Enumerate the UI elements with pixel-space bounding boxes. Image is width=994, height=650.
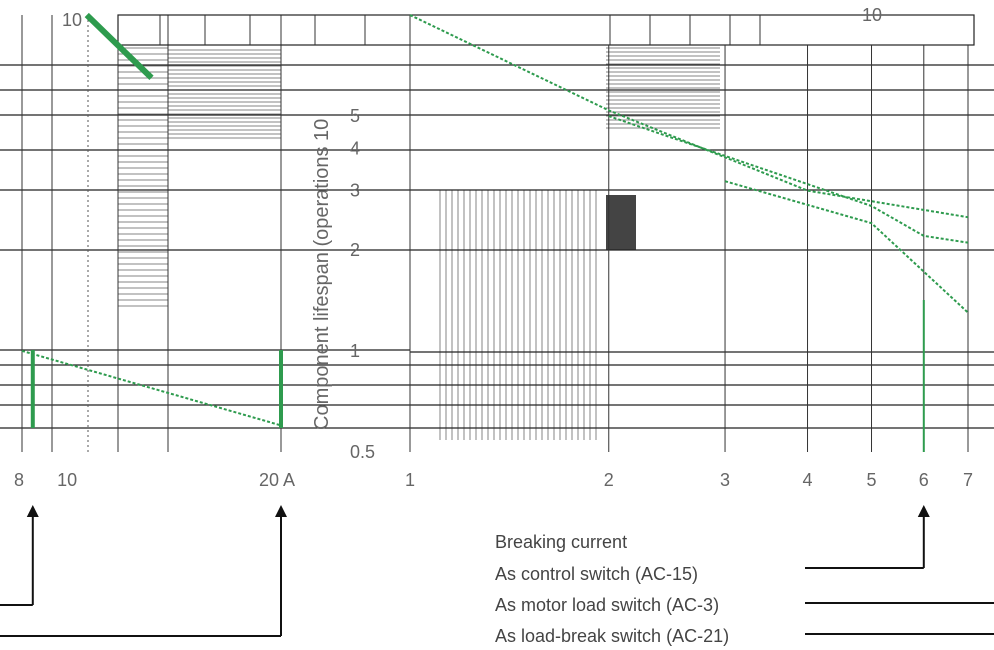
right-series-line (724, 180, 969, 314)
right-y-tick-label: 2 (350, 240, 360, 260)
right-series-line (608, 115, 969, 244)
right-x-tick-label: 6 (919, 470, 929, 490)
y-axis-label: Component lifespan (operations 10 (311, 119, 333, 430)
right-y-tick-label: 0.5 (350, 442, 375, 462)
right-y-tick-label: 4 (350, 139, 360, 159)
left-x-tick-label: 20 A (259, 470, 295, 490)
left-panel-top-tick: 10 (62, 10, 82, 30)
legend-item-ac3: As motor load switch (AC-3) (495, 595, 719, 615)
right-y-tick-label: 1 (350, 341, 360, 361)
left-panel-grid (0, 14, 975, 452)
arrow-ac21-left-head (275, 505, 287, 517)
right-x-tick-label: 5 (867, 470, 877, 490)
right-y-tick-label: 3 (350, 181, 360, 201)
right-panel-x-ticks: 1 2 3 4 5 6 7 (405, 470, 973, 490)
left-x-tick-label: 10 (57, 470, 77, 490)
legend-title: Breaking current (495, 532, 627, 552)
left-panel-background (118, 47, 281, 307)
arrow-ac15-left-head (26, 505, 39, 517)
right-dark-block (606, 195, 636, 250)
right-panel-y-ticks: 0.5 1 2 3 4 5 10 (350, 5, 882, 462)
arrow-ac15-right-head (917, 505, 930, 517)
right-panel-series (409, 14, 969, 452)
left-series-line (84, 12, 154, 80)
right-x-tick-label: 3 (720, 470, 730, 490)
right-y-tick-label: 5 (350, 106, 360, 126)
left-panel-x-ticks: 8 10 20 A (14, 470, 295, 490)
legend-arrows (0, 505, 994, 637)
right-y-tick-label: 10 (862, 5, 882, 25)
legend-item-ac21: As load-break switch (AC-21) (495, 626, 729, 646)
left-series-line (21, 349, 282, 427)
right-panel-grid (409, 45, 994, 452)
right-x-tick-label: 7 (963, 470, 973, 490)
legend-item-ac15: As control switch (AC-15) (495, 564, 698, 584)
right-x-tick-label: 4 (803, 470, 813, 490)
left-x-tick-label: 8 (14, 470, 24, 490)
legend: Breaking current As control switch (AC-1… (495, 532, 729, 646)
right-x-tick-label: 2 (604, 470, 614, 490)
right-x-tick-label: 1 (405, 470, 415, 490)
top-frame (117, 14, 975, 46)
right-panel-background (439, 47, 720, 440)
left-panel-series (21, 12, 283, 428)
